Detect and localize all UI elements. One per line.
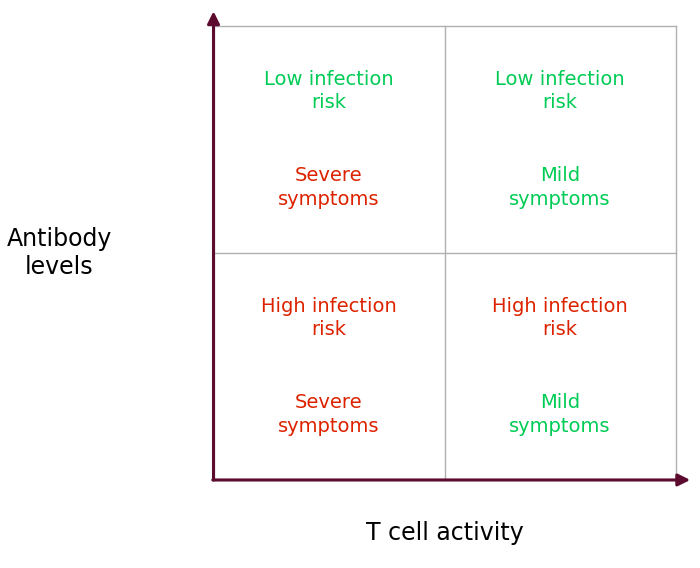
Text: Severe
symptoms: Severe symptoms — [279, 166, 379, 208]
Text: Antibody
levels: Antibody levels — [7, 227, 112, 279]
FancyArrowPatch shape — [209, 15, 218, 480]
Text: Mild
symptoms: Mild symptoms — [510, 166, 610, 208]
Text: High infection
risk: High infection risk — [261, 297, 397, 339]
Text: High infection
risk: High infection risk — [492, 297, 628, 339]
Text: T cell activity: T cell activity — [365, 521, 524, 545]
Text: Low infection
risk: Low infection risk — [264, 70, 394, 112]
Text: Severe
symptoms: Severe symptoms — [279, 394, 379, 436]
FancyArrowPatch shape — [213, 475, 687, 485]
Text: Low infection
risk: Low infection risk — [495, 70, 625, 112]
Text: Mild
symptoms: Mild symptoms — [510, 394, 610, 436]
